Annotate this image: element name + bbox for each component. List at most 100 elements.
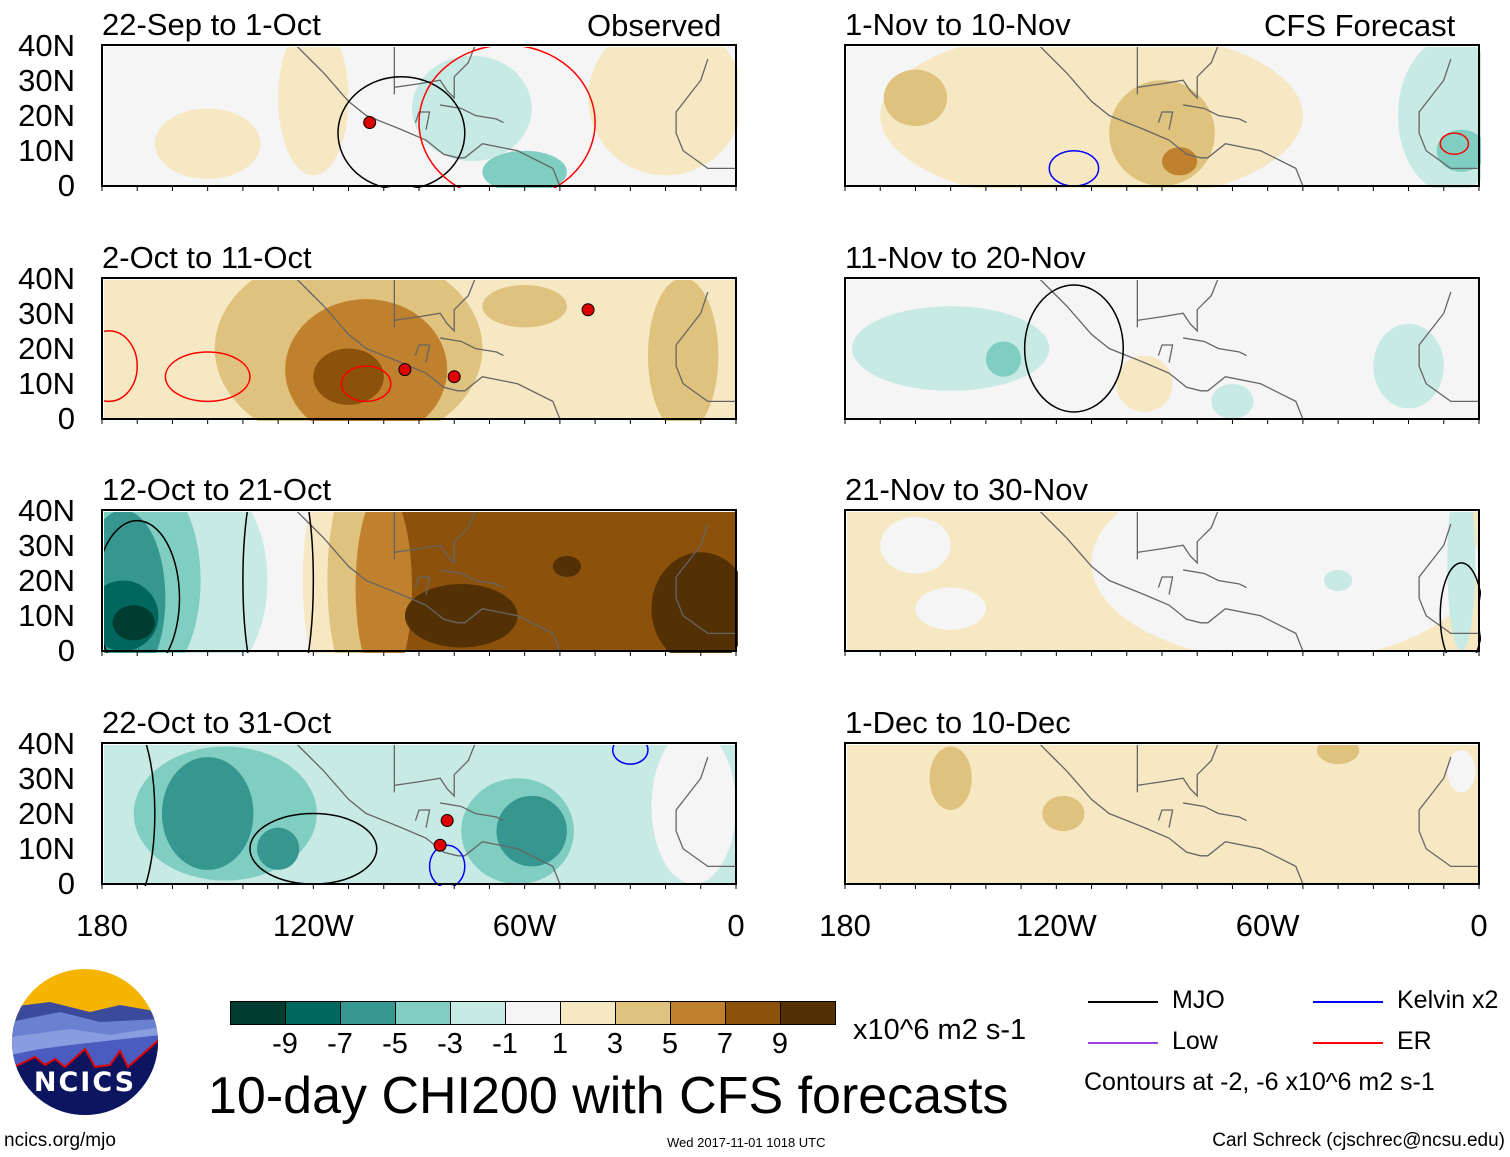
contour: [340, 365, 392, 403]
colorbar-label: 7: [716, 1028, 734, 1060]
contour: [164, 351, 251, 403]
anomaly-region: [1316, 745, 1360, 765]
colorbar-swatch: [230, 1001, 286, 1025]
colorbar-label: -7: [327, 1028, 353, 1060]
lat-label: 40N: [18, 493, 75, 528]
coastline: [296, 47, 736, 187]
tropical-cyclone-icon: [363, 116, 377, 130]
legend-label: MJO: [1172, 986, 1225, 1014]
contour: [611, 745, 649, 765]
colorbar-swatch: [340, 1001, 396, 1025]
anomaly-region: [651, 745, 736, 884]
panel-title: 1-Nov to 10-Nov: [845, 7, 1071, 42]
lat-label: 0: [57, 401, 75, 436]
colorbar-swatch: [780, 1001, 836, 1025]
lat-label: 0: [57, 866, 75, 901]
anomaly-region: [411, 55, 532, 162]
anomaly-region: [278, 47, 349, 176]
colorbar-swatch: [615, 1001, 671, 1025]
colorbar-swatch: [725, 1001, 781, 1025]
anomaly-region: [1447, 750, 1476, 793]
colorbar-label: -5: [382, 1028, 408, 1060]
lat-label: 20N: [18, 98, 75, 133]
panel-title: 21-Nov to 30-Nov: [845, 472, 1088, 507]
colorbar-swatch: [560, 1001, 616, 1025]
anomaly-region: [112, 605, 155, 641]
forecast-label: CFS Forecast: [1264, 8, 1456, 43]
logo-text: NCICS: [34, 1067, 136, 1098]
lat-label: 40N: [18, 28, 75, 63]
panel-title: 22-Oct to 31-Oct: [102, 705, 332, 740]
panel-title: 2-Oct to 11-Oct: [102, 240, 312, 275]
panel-title: 22-Sep to 1-Oct: [102, 7, 321, 42]
lat-label: 10N: [18, 366, 75, 401]
map-panel: [844, 509, 1481, 656]
lat-label: 10N: [18, 133, 75, 168]
contour: [1023, 284, 1125, 413]
lat-label: 0: [57, 633, 75, 668]
legend-label: ER: [1397, 1027, 1432, 1055]
anomaly-region: [482, 150, 567, 188]
map-panel: [101, 44, 738, 191]
anomaly-region: [154, 108, 261, 179]
anomaly-region: [651, 552, 738, 653]
lat-label: 30N: [18, 63, 75, 98]
contour: [1439, 132, 1470, 156]
lon-label: 120W: [272, 908, 354, 943]
anomaly-region: [1373, 323, 1444, 409]
tropical-cyclone-icon: [447, 370, 461, 384]
map-panel: [844, 742, 1480, 889]
lon-label: 0: [1470, 908, 1488, 943]
map-panel: [101, 509, 738, 656]
anomaly-region: [880, 517, 951, 574]
anomaly-region: [883, 69, 948, 127]
anomaly-region: [482, 285, 567, 328]
lat-label: 30N: [18, 296, 75, 331]
legend-label: Kelvin x2: [1397, 986, 1499, 1014]
lat-label: 30N: [18, 528, 75, 563]
contour: [104, 330, 138, 403]
map-panel: [101, 277, 737, 424]
anomaly-region: [1116, 355, 1173, 412]
colorbar-label: -3: [437, 1028, 463, 1060]
timestamp: Wed 2017-11-01 1018 UTC: [667, 1135, 826, 1150]
anomaly-region: [1324, 569, 1353, 592]
anomaly-region: [161, 757, 254, 870]
colorbar-swatch: [450, 1001, 506, 1025]
anomaly-region: [1091, 512, 1479, 653]
anomaly-region: [256, 827, 300, 870]
anomaly-region: [496, 795, 567, 867]
lat-label: 30N: [18, 761, 75, 796]
contour: [428, 844, 466, 886]
contour: [144, 745, 156, 886]
lat-label: 10N: [18, 831, 75, 866]
lon-label: 180: [76, 908, 128, 943]
map-panel: [101, 742, 737, 889]
lat-label: 20N: [18, 563, 75, 598]
colorbar-label: 9: [771, 1028, 789, 1060]
lon-label: 0: [727, 908, 745, 943]
lat-label: 20N: [18, 796, 75, 831]
site-link[interactable]: ncics.org/mjo: [4, 1130, 116, 1151]
anomaly-region: [1447, 512, 1476, 651]
legend-line: [1313, 1001, 1383, 1003]
panel-title: 12-Oct to 21-Oct: [102, 472, 332, 507]
coastline: [1039, 745, 1479, 885]
anomaly-region: [355, 512, 412, 653]
coastline: [296, 280, 736, 420]
contour: [242, 512, 315, 653]
tropical-cyclone-icon: [433, 838, 447, 852]
legend-line: [1088, 1042, 1158, 1044]
lat-label: 20N: [18, 331, 75, 366]
colorbar-label: 1: [551, 1028, 569, 1060]
legend-label: Low: [1172, 1027, 1218, 1055]
anomaly-region: [880, 47, 1303, 188]
panel-title: 1-Dec to 10-Dec: [845, 705, 1071, 740]
lon-label: 180: [819, 908, 871, 943]
colorbar-label: -1: [492, 1028, 518, 1060]
anomaly-region: [1109, 80, 1215, 186]
legend-line: [1088, 1001, 1158, 1003]
ncics-logo: NCICS: [12, 969, 158, 1115]
map-panel: [844, 277, 1480, 424]
